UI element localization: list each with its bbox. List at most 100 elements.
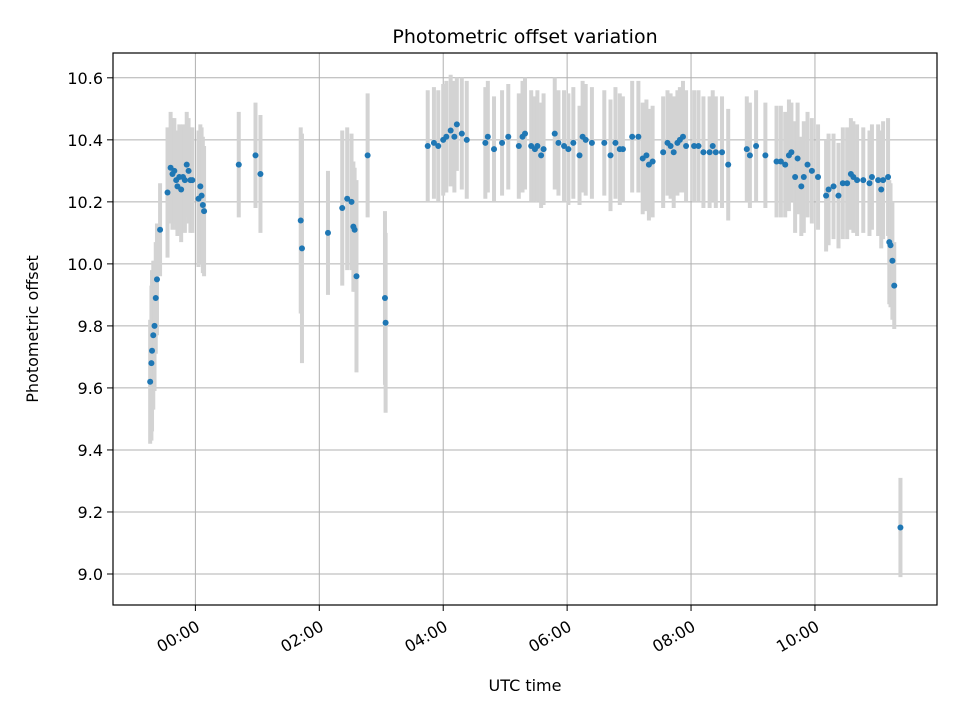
data-point <box>458 130 465 137</box>
data-point <box>683 143 690 150</box>
data-point <box>700 149 707 156</box>
data-point <box>491 146 498 153</box>
data-point <box>830 183 837 190</box>
data-point <box>463 136 470 143</box>
data-point <box>189 177 196 184</box>
data-point <box>148 360 155 367</box>
data-point <box>743 146 750 153</box>
data-point <box>897 524 904 531</box>
data-point <box>792 174 799 181</box>
data-point <box>199 201 206 208</box>
data-point <box>339 205 346 212</box>
data-point <box>860 177 867 184</box>
data-point <box>198 192 205 199</box>
data-point <box>839 180 846 187</box>
data-point <box>706 149 713 156</box>
data-point <box>348 198 355 205</box>
data-point <box>880 177 887 184</box>
data-point <box>800 174 807 181</box>
data-point <box>152 294 159 301</box>
data-point <box>565 146 572 153</box>
x-axis-ticks: 00:00 02:00 04:00 06:00 08:00 10:00 <box>154 605 822 657</box>
data-point <box>151 322 158 329</box>
data-point <box>324 229 331 236</box>
data-point <box>447 127 454 134</box>
data-point <box>570 139 577 146</box>
x-tick-label: 02:00 <box>277 617 326 657</box>
data-point <box>364 152 371 159</box>
data-point <box>649 158 656 165</box>
data-point <box>588 139 595 146</box>
data-point <box>150 332 157 339</box>
data-point <box>878 186 885 193</box>
x-axis-label: UTC time <box>489 676 562 695</box>
data-point <box>430 139 437 146</box>
data-point <box>619 146 626 153</box>
data-point <box>344 195 351 202</box>
data-point <box>351 226 358 233</box>
x-tick-label: 10:00 <box>773 617 822 657</box>
data-point <box>788 149 795 156</box>
y-axis-label: Photometric offset <box>23 255 42 403</box>
data-point <box>298 245 305 252</box>
data-point <box>484 133 491 140</box>
data-point <box>719 149 726 156</box>
data-point <box>505 133 512 140</box>
data-point <box>235 161 242 168</box>
data-point <box>257 170 264 177</box>
data-point <box>551 130 558 137</box>
data-point <box>482 139 489 146</box>
data-point <box>887 242 894 249</box>
data-point <box>794 155 801 162</box>
data-point <box>201 208 208 215</box>
data-point <box>149 347 156 354</box>
data-point <box>424 143 431 150</box>
data-point <box>875 177 882 184</box>
data-point <box>181 177 188 184</box>
plot-frame <box>112 52 938 606</box>
data-point <box>522 130 528 137</box>
data-point <box>746 152 753 159</box>
data-point <box>868 174 875 181</box>
data-point <box>891 282 898 289</box>
y-tick-label: 9.2 <box>78 503 103 522</box>
data-point <box>635 133 642 140</box>
data-points <box>147 121 904 531</box>
data-point <box>643 152 650 159</box>
data-point <box>679 133 686 140</box>
data-point <box>844 180 851 187</box>
data-point <box>695 143 702 150</box>
data-point <box>183 161 190 168</box>
data-point <box>670 149 677 156</box>
data-point <box>607 152 614 159</box>
data-point <box>382 319 389 326</box>
data-point <box>798 183 805 190</box>
data-point <box>451 133 458 140</box>
data-point <box>381 294 388 301</box>
data-point <box>612 139 619 146</box>
data-point <box>252 152 259 159</box>
y-tick-label: 10.4 <box>67 131 103 150</box>
data-point <box>499 139 506 146</box>
y-axis-ticks: 9.0 9.2 9.4 9.6 9.8 10.0 10.2 10.4 10.6 <box>67 69 113 584</box>
data-point <box>297 217 304 224</box>
data-point <box>808 167 815 174</box>
data-point <box>691 143 698 150</box>
data-point <box>709 143 716 150</box>
data-point <box>147 378 154 385</box>
data-point <box>804 161 811 168</box>
data-point <box>582 136 589 143</box>
y-tick-label: 10.2 <box>67 193 103 212</box>
y-tick-label: 9.8 <box>78 317 103 336</box>
data-point <box>712 149 719 156</box>
data-point <box>453 121 460 128</box>
data-point <box>777 158 784 165</box>
data-point <box>443 133 450 140</box>
data-point <box>762 152 769 159</box>
data-point <box>854 177 861 184</box>
x-tick-label: 04:00 <box>401 617 450 657</box>
x-tick-label: 06:00 <box>525 617 574 657</box>
y-tick-label: 9.0 <box>78 565 103 584</box>
data-point <box>753 143 760 150</box>
